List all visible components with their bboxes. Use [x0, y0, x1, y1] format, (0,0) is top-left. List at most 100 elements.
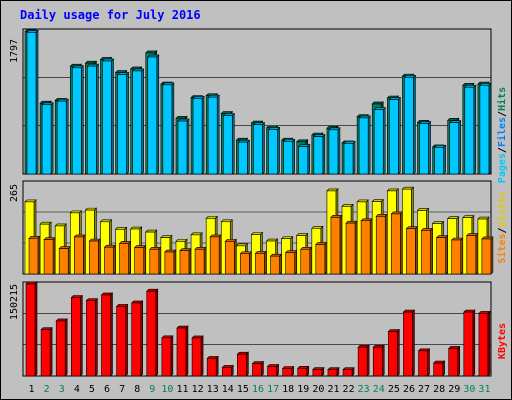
sites-bar — [58, 245, 71, 275]
sites-bar-front — [240, 253, 250, 275]
visits-bar-top — [371, 199, 384, 202]
kbytes-bar-front — [388, 331, 398, 377]
files-bar — [222, 112, 235, 175]
sites-bar-front — [104, 246, 114, 275]
files-bar-top — [131, 68, 145, 72]
sites-bar-front — [451, 239, 462, 275]
sites-bar-front — [255, 253, 265, 275]
chart-title: Daily usage for July 2016 — [20, 8, 201, 22]
legend-pages: Pages — [497, 153, 508, 183]
kbytes-bar — [221, 364, 234, 377]
sites-bar — [118, 240, 132, 275]
kbytes-bar-front — [176, 327, 187, 377]
files-bar-front — [41, 104, 52, 175]
sites-bar — [345, 220, 358, 275]
x-tick-label: 13 — [207, 384, 219, 395]
files-bar-front — [207, 96, 218, 175]
legend-hits: Hits — [496, 87, 508, 111]
kbytes-bar-side — [64, 318, 68, 377]
panel-1-legend: Pages/Files/Hits — [496, 87, 508, 183]
files-bar-front — [102, 60, 112, 175]
files-bar-top — [298, 144, 311, 147]
visits-bar-top — [280, 236, 294, 239]
visits-bar-top — [401, 186, 415, 190]
files-bar-side — [141, 68, 144, 175]
sites-bar-front — [360, 220, 371, 275]
sites-bar-front — [73, 236, 84, 275]
files-bar-top — [116, 72, 130, 75]
files-bar — [464, 84, 477, 175]
sites-bar-front — [28, 237, 39, 275]
files-bar-front — [117, 74, 127, 175]
sites-bar — [73, 234, 87, 275]
kbytes-bar-front — [418, 350, 428, 377]
sites-bar-front — [481, 238, 492, 275]
sites-bar-front — [58, 248, 69, 275]
sites-bar-front — [209, 236, 220, 275]
files-bar-side — [111, 58, 114, 175]
kbytes-bar-front — [161, 337, 172, 377]
kbytes-bar — [312, 366, 325, 377]
kbytes-bar-front — [55, 320, 66, 377]
sites-bar-side — [158, 246, 162, 275]
files-bar — [41, 102, 54, 175]
kbytes-bar — [327, 366, 340, 377]
kbytes-bar-side — [170, 335, 174, 377]
files-bar — [328, 127, 341, 175]
kbytes-bar — [191, 335, 204, 377]
files-bar-front — [419, 123, 429, 175]
files-bar-side — [171, 82, 175, 175]
files-bar-front — [192, 98, 203, 175]
sites-bar-front — [149, 248, 160, 275]
files-bar — [56, 98, 69, 175]
files-bar — [267, 126, 281, 175]
kbytes-bar — [281, 365, 295, 377]
kbytes-bar — [463, 309, 476, 377]
kbytes-bar — [161, 335, 174, 377]
visits-bar-top — [265, 238, 279, 242]
files-bar-top — [71, 65, 85, 69]
files-bar — [343, 140, 356, 175]
kbytes-bar — [236, 351, 250, 377]
files-bar — [418, 120, 432, 175]
sites-bar — [88, 238, 102, 275]
visits-bar-top — [462, 215, 475, 218]
sites-bar-top — [239, 251, 253, 255]
sites-bar — [330, 214, 343, 275]
legend-sites: Sites — [496, 234, 508, 264]
kbytes-bar-front — [237, 353, 247, 377]
visits-bar-top — [99, 219, 113, 223]
files-bar-side — [216, 94, 220, 175]
legend-visits: Visits — [496, 191, 508, 227]
sites-bar — [466, 232, 479, 275]
kbytes-bar — [402, 309, 416, 377]
files-bar-front — [373, 109, 384, 175]
visits-bar-top — [296, 233, 309, 236]
kbytes-bar — [206, 355, 219, 377]
x-tick-label: 10 — [161, 384, 173, 395]
kbytes-bar-front — [327, 369, 338, 377]
x-tick-label: 28 — [433, 384, 445, 395]
x-tick-label: 5 — [89, 384, 95, 395]
kbytes-bar — [85, 297, 99, 377]
sites-bar-side — [233, 238, 237, 275]
sites-bar-side — [249, 251, 252, 275]
files-bar — [237, 139, 251, 175]
kbytes-bar-side — [140, 300, 143, 377]
sites-bar-front — [224, 241, 235, 275]
sites-bar-top — [224, 239, 237, 242]
sites-bar — [284, 249, 298, 275]
kbytes-bar-front — [70, 297, 81, 377]
files-bar — [448, 119, 462, 175]
files-bar — [101, 58, 115, 175]
visits-bar-top — [114, 227, 128, 230]
sites-bar-top — [420, 228, 434, 231]
kbytes-bar-side — [79, 294, 83, 377]
x-tick-label: 29 — [448, 384, 460, 395]
sites-bar — [133, 244, 147, 275]
panel-3-ymax-label: 150215 — [9, 284, 20, 320]
kbytes-bar — [146, 288, 159, 377]
files-bar-front — [253, 124, 263, 175]
x-tick-label: 20 — [312, 384, 324, 395]
